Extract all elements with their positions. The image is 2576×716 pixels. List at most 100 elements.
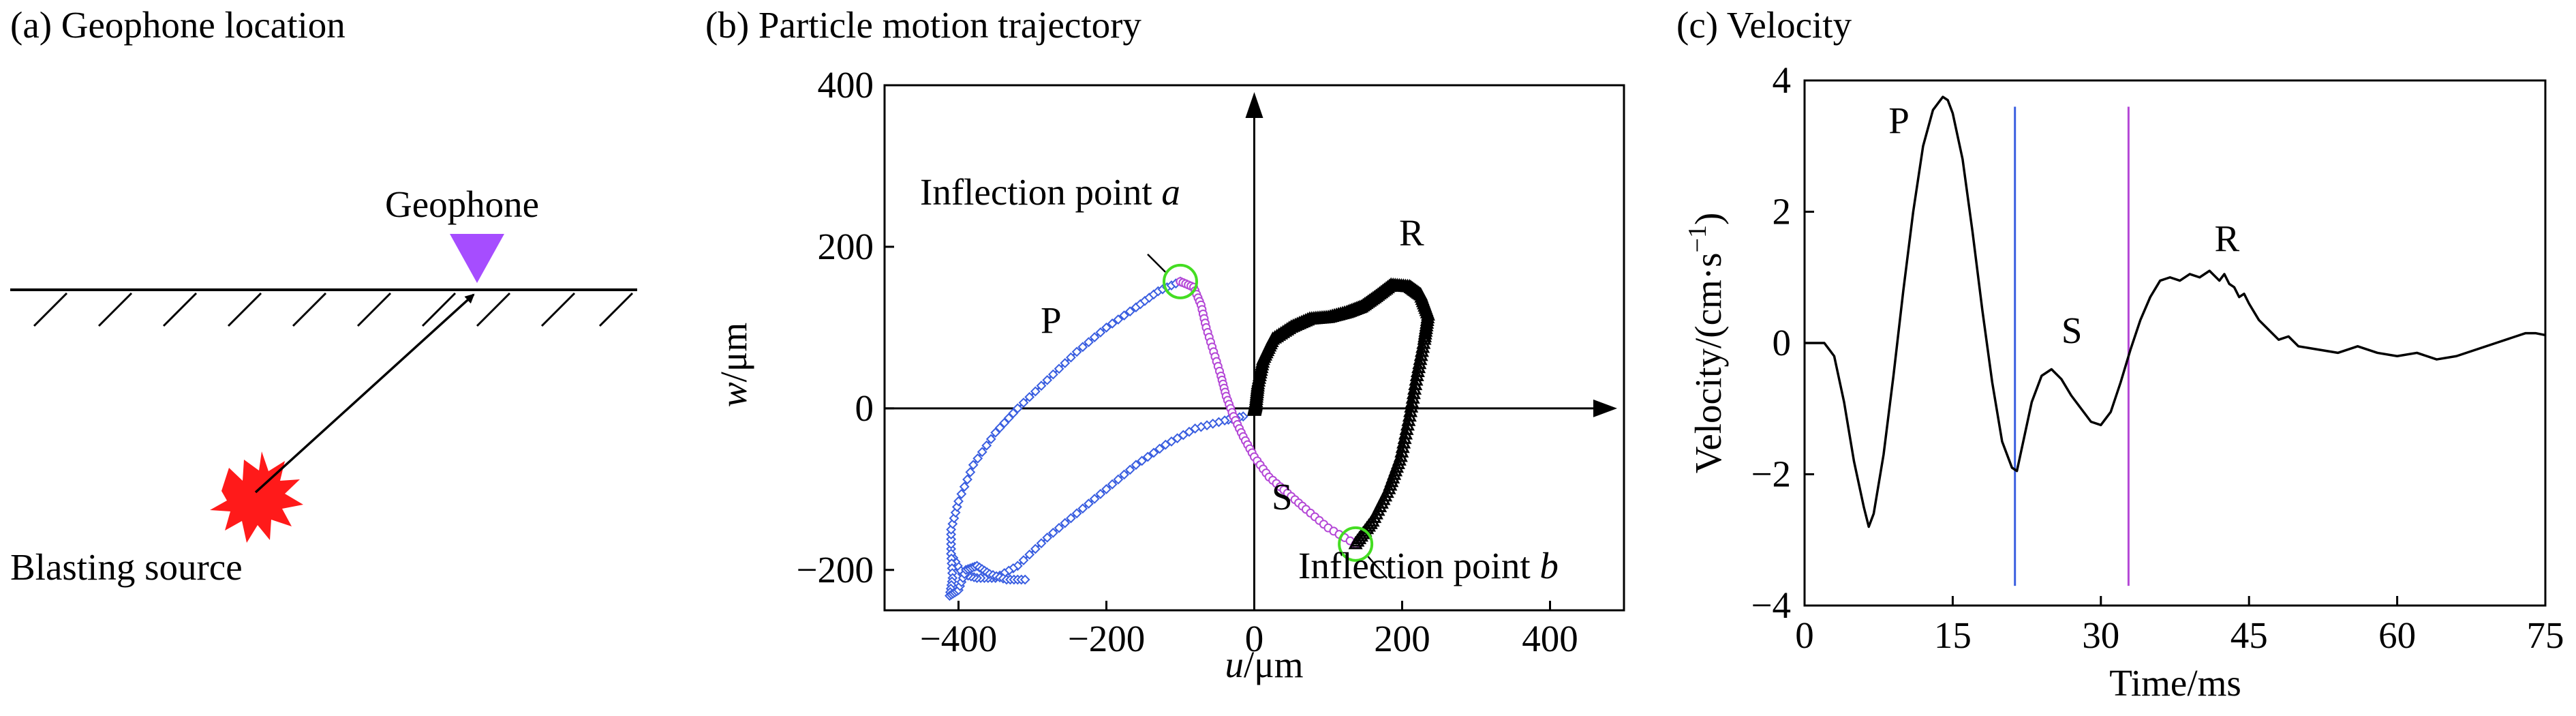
series-p — [946, 276, 1248, 584]
inflection-a-leader — [1147, 253, 1166, 273]
inflection-point-b-label: Inflection point b — [1298, 545, 1559, 586]
trajectory-center-axes — [885, 92, 1617, 610]
data-point — [1071, 346, 1082, 357]
data-point — [1042, 374, 1053, 385]
inflection-b-text: Inflection point — [1298, 545, 1539, 586]
inflection-point-a-label: Inflection point a — [920, 171, 1180, 213]
inflection-b-leader — [1367, 556, 1388, 579]
trajectory-y-axis-label: w/μm — [713, 323, 754, 407]
geophone-label: Geophone — [385, 183, 539, 225]
y-tick-label: 0 — [855, 387, 874, 429]
y-tick-label: 200 — [818, 226, 874, 267]
data-point — [1089, 332, 1100, 343]
panel-a: (a) Geophone location Geophone Blasting … — [10, 4, 637, 588]
phase-label-r: R — [1399, 212, 1424, 254]
x-tick-label: 400 — [1522, 618, 1578, 659]
data-point — [1024, 549, 1035, 560]
x-tick-label: 0 — [1795, 614, 1814, 656]
data-point — [1160, 439, 1171, 450]
x-tick-label: 0 — [1245, 618, 1264, 659]
data-point — [1101, 322, 1111, 333]
data-point — [1414, 343, 1429, 357]
y-tick-label: 0 — [1773, 322, 1792, 363]
data-point — [1036, 381, 1047, 391]
x-tick-label: 60 — [2378, 614, 2416, 656]
velocity-phase-labels: P S R — [1888, 100, 2239, 351]
data-point — [1047, 527, 1058, 538]
data-point — [1124, 464, 1135, 475]
data-point — [1003, 413, 1014, 423]
data-point — [1113, 314, 1124, 325]
data-point — [1054, 522, 1064, 533]
explosion-star-icon — [210, 451, 303, 543]
data-point — [1166, 436, 1177, 447]
data-point — [962, 474, 972, 485]
data-point — [1113, 474, 1124, 485]
horizontal-axis-arrowhead — [1593, 399, 1617, 417]
data-point — [1054, 363, 1064, 374]
velocity-plot-frame — [1803, 79, 2547, 607]
inflection-point-a-marker — [1163, 263, 1198, 299]
data-point — [956, 489, 967, 499]
wave-path-arrow — [254, 293, 475, 494]
series-s — [1176, 277, 1360, 549]
x-tick-label: 15 — [1934, 614, 1972, 656]
data-point — [1154, 443, 1165, 454]
panel-b: (b) Particle motion trajectory −400 −200 0… — [705, 4, 1625, 685]
panel-c-title: (c) Velocity — [1676, 4, 1852, 46]
data-point — [1084, 337, 1094, 348]
data-point — [972, 453, 983, 464]
data-point — [1178, 430, 1189, 441]
y-tick-label: 2 — [1773, 191, 1792, 233]
data-point — [1413, 351, 1428, 366]
data-point — [985, 434, 996, 445]
data-point — [1411, 359, 1426, 374]
data-point — [1119, 310, 1129, 321]
data-point — [1077, 503, 1088, 514]
y-tick-label: 400 — [818, 64, 874, 106]
velocity-x-axis-label: Time/ms — [2109, 662, 2241, 704]
data-point — [977, 447, 987, 458]
data-point — [1095, 489, 1106, 499]
phase-label-p: P — [1888, 100, 1910, 141]
x-tick-label: 200 — [1374, 618, 1430, 659]
data-point — [1409, 368, 1424, 381]
vertical-axis-arrowhead — [1245, 92, 1263, 118]
data-point — [1019, 574, 1030, 585]
inflection-point-b-marker — [1338, 526, 1374, 562]
x-tick-label: −200 — [1068, 618, 1146, 659]
data-point — [1148, 447, 1159, 458]
trajectory-ticks: −400 −200 0 200 400 −200 0 200 400 — [796, 64, 1578, 659]
phase-label-s: S — [2061, 310, 2083, 351]
inflection-b-letter: b — [1539, 545, 1559, 586]
data-point — [1030, 386, 1041, 397]
data-point — [1413, 347, 1428, 361]
data-point — [1047, 369, 1058, 380]
velocity-series — [1805, 95, 2546, 586]
data-point — [1066, 513, 1076, 524]
phase-label-p: P — [1041, 299, 1062, 341]
data-point — [959, 481, 970, 492]
data-point — [1190, 423, 1201, 434]
data-point — [1119, 469, 1129, 480]
y-tick-label: 4 — [1773, 59, 1792, 101]
data-point — [1142, 451, 1153, 462]
data-point — [1131, 460, 1141, 471]
velocity-ticks: 0 15 30 45 60 75 −4 −2 0 2 4 — [1751, 59, 2564, 656]
inflection-a-letter: a — [1161, 171, 1180, 213]
data-point — [1107, 479, 1118, 490]
phase-label-r: R — [2214, 218, 2239, 259]
panel-c: (c) Velocity 0 15 30 45 60 75 −4 −2 0 2 4 P S R Time… — [1676, 4, 2564, 704]
series-p-tail — [945, 548, 1030, 601]
data-point — [968, 460, 979, 471]
trajectory-annotations: Inflection point a Inflection point b P S R — [920, 171, 1559, 586]
velocity-y-axis-label: Velocity/(cm·s−1) — [1683, 213, 1729, 474]
data-point — [1008, 408, 1019, 419]
x-tick-label: 30 — [2082, 614, 2119, 656]
phase-label-s: S — [1272, 476, 1293, 518]
data-point — [981, 440, 992, 451]
data-point — [990, 427, 1001, 438]
x-tick-label: −400 — [920, 618, 998, 659]
panel-a-title: (a) Geophone location — [10, 4, 346, 46]
